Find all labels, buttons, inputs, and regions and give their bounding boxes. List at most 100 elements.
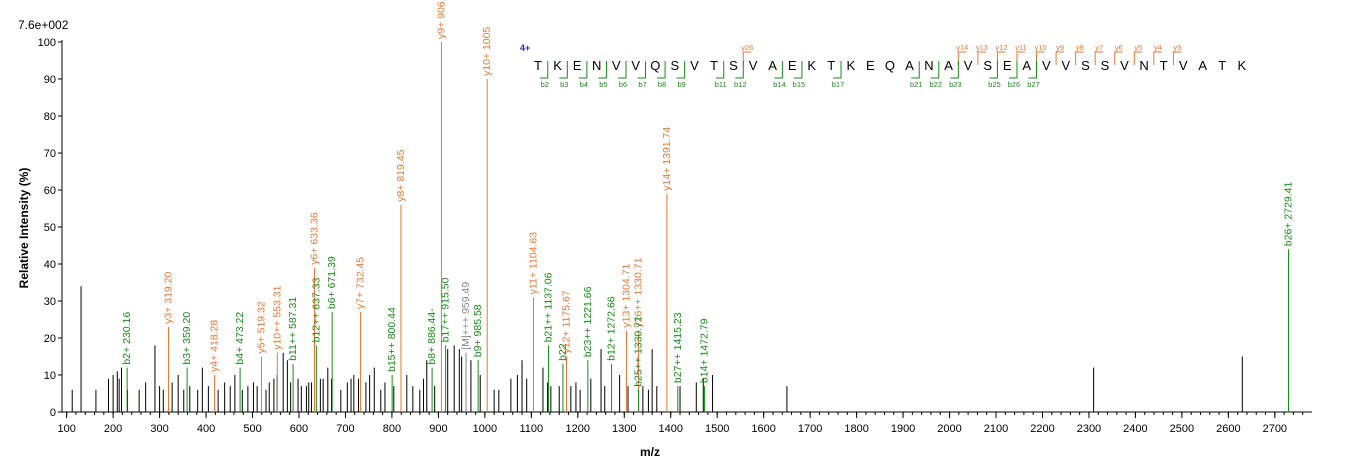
y-ion-peak-label: y14+ 1391.74 [661, 127, 673, 191]
sequence-residue: S [671, 58, 680, 73]
y-ion-peak-label: y9+ 906.5 [435, 0, 447, 39]
b-ion-peak-label: b4+ 473.22 [234, 312, 246, 365]
sequence-residue: S [1081, 58, 1090, 73]
sequence-residue: A [1198, 58, 1207, 73]
b-fragment-mark [637, 61, 647, 79]
y-fragment-mark [1075, 51, 1084, 65]
b-fragment-label: b7 [638, 80, 646, 89]
peptide-sequence: 4+T K E N V V Q S V T S V A E K T K E Q A N A V S E A V V S S V N T V A T Ky… [520, 43, 1246, 89]
b-fragment-mark [930, 61, 940, 79]
y-tick-label: 0 [50, 407, 56, 419]
y-tick-label: 60 [44, 185, 56, 197]
peak-labels: y3+ 319.20 y4+ 418.28 y5+ 519.32 y10++ 553.… [121, 0, 1294, 387]
y-tick-label: 70 [44, 148, 56, 160]
y-fragment-label: y13 [976, 43, 988, 52]
y-tick-label: 20 [44, 333, 56, 345]
y-fragment-label: y10 [1034, 43, 1046, 52]
sequence-residue: V [1062, 58, 1071, 73]
sequence-residue: V [964, 58, 973, 73]
y-ion-peak-label: y12+ 1175.67 [560, 290, 572, 353]
b-ion-peak-label: b12++ 637.33 [310, 277, 322, 342]
x-tick-label: 300 [150, 423, 168, 435]
b-ion-peak-label: b2+ 230.16 [121, 312, 133, 365]
sequence-residue: Q [885, 58, 895, 73]
y-ion-peak-label: y6+ 633.36 [308, 212, 320, 264]
sequence-residue: E [866, 58, 875, 73]
x-tick-label: 2600 [1216, 423, 1240, 435]
sequence-residue: N [1139, 58, 1148, 73]
y-tick-label: 80 [44, 111, 56, 123]
y-fragment-mark [957, 51, 967, 65]
b-fragment-label: b25 [988, 80, 1001, 89]
b-fragment-mark [657, 61, 666, 79]
x-tick-label: 1300 [612, 423, 636, 435]
b-ion-peak-label: b6+ 671.39 [326, 256, 338, 309]
x-tick-label: 400 [197, 423, 215, 435]
sequence-residue: E [573, 58, 582, 73]
sequence-residue: T [534, 58, 542, 73]
sequence-residue: K [1237, 58, 1246, 73]
x-tick-label: 1600 [751, 423, 775, 435]
sequence-residue: T [827, 58, 835, 73]
x-tick-label: 2500 [1170, 423, 1194, 435]
b-fragment-mark [793, 61, 803, 79]
x-tick-label: 1500 [705, 423, 729, 435]
b-fragment-mark [617, 61, 627, 79]
axes: 0 10 20 30 40 50 60 70 80 90 100 100 200 300 400 500 600… [38, 37, 1312, 435]
b-ion-peak-label: b12+ 1272.66 [606, 296, 618, 361]
x-tick-label: 100 [57, 423, 75, 435]
y-fragment-mark [1153, 51, 1162, 65]
b-ion-peak-label: b21++ 1137.06 [543, 272, 555, 342]
y-ion-peak-label: y11+ 1104.63 [527, 232, 539, 295]
y-fragment-label: y7 [1095, 43, 1103, 52]
y-axis-title: Relative Intensity (%) [17, 168, 31, 289]
b-fragment-label: b15 [793, 80, 806, 89]
y-fragment-label: y3 [1173, 43, 1181, 52]
b-fragment-mark [989, 61, 998, 79]
y-fragment-label: y6 [1115, 43, 1123, 52]
y-ion-peak-label: y10++ 553.31 [271, 285, 283, 349]
y-tick-label: 90 [44, 74, 56, 86]
b-fragment-label: b26 [1008, 80, 1021, 89]
b-fragment-label: b14 [773, 80, 786, 89]
sequence-residue: E [1003, 58, 1012, 73]
sequence-residue: V [1179, 58, 1188, 73]
x-axis-title: m/z [640, 445, 660, 459]
sequence-residue: V [631, 58, 640, 73]
max-intensity-label: 7.6e+002 [18, 18, 69, 32]
x-tick-label: 2000 [937, 423, 961, 435]
sequence-residue: S [729, 58, 738, 73]
b-fragment-label: b27 [1027, 80, 1040, 89]
charge-state-label: 4+ [520, 43, 530, 53]
sequence-residue: V [690, 58, 699, 73]
y-fragment-mark [1016, 51, 1025, 65]
b-fragment-label: b8 [658, 80, 666, 89]
b-fragment-mark [559, 61, 568, 79]
sequence-residue: V [1042, 58, 1051, 73]
x-tick-label: 2200 [1030, 423, 1054, 435]
b-ion-peak-label: b3+ 359.20 [181, 312, 193, 365]
b-fragment-mark [578, 61, 588, 79]
b-fragment-mark [1008, 61, 1018, 79]
x-tick-label: 1100 [520, 423, 544, 435]
b-fragment-label: b2 [541, 80, 549, 89]
y-tick-label: 50 [44, 222, 56, 234]
x-tick-label: 2100 [984, 423, 1008, 435]
x-tick-label: 1800 [844, 423, 868, 435]
sequence-residue: Q [650, 58, 660, 73]
x-tick-label: 700 [336, 423, 354, 435]
y-ion-peak-label: y10+ 1005 [481, 27, 493, 76]
sequence-residue: E [788, 58, 797, 73]
b-ion-peak-label: b23++ 1221.66 [582, 286, 594, 357]
sequence-residue: A [944, 58, 953, 73]
y-fragment-label: y11 [1015, 43, 1027, 52]
y-ion-peak-label: y26++ 1330.71 [633, 257, 645, 327]
sequence-residue: S [1101, 58, 1110, 73]
y-fragment-mark [1094, 51, 1104, 65]
b-fragment-label: b4 [580, 80, 588, 89]
b-fragment-label: b17 [832, 80, 845, 89]
sequence-residue: K [807, 58, 816, 73]
x-tick-label: 800 [383, 423, 401, 435]
y-fragment-label: y4 [1154, 43, 1162, 52]
b-fragment-label: b12 [734, 80, 747, 89]
